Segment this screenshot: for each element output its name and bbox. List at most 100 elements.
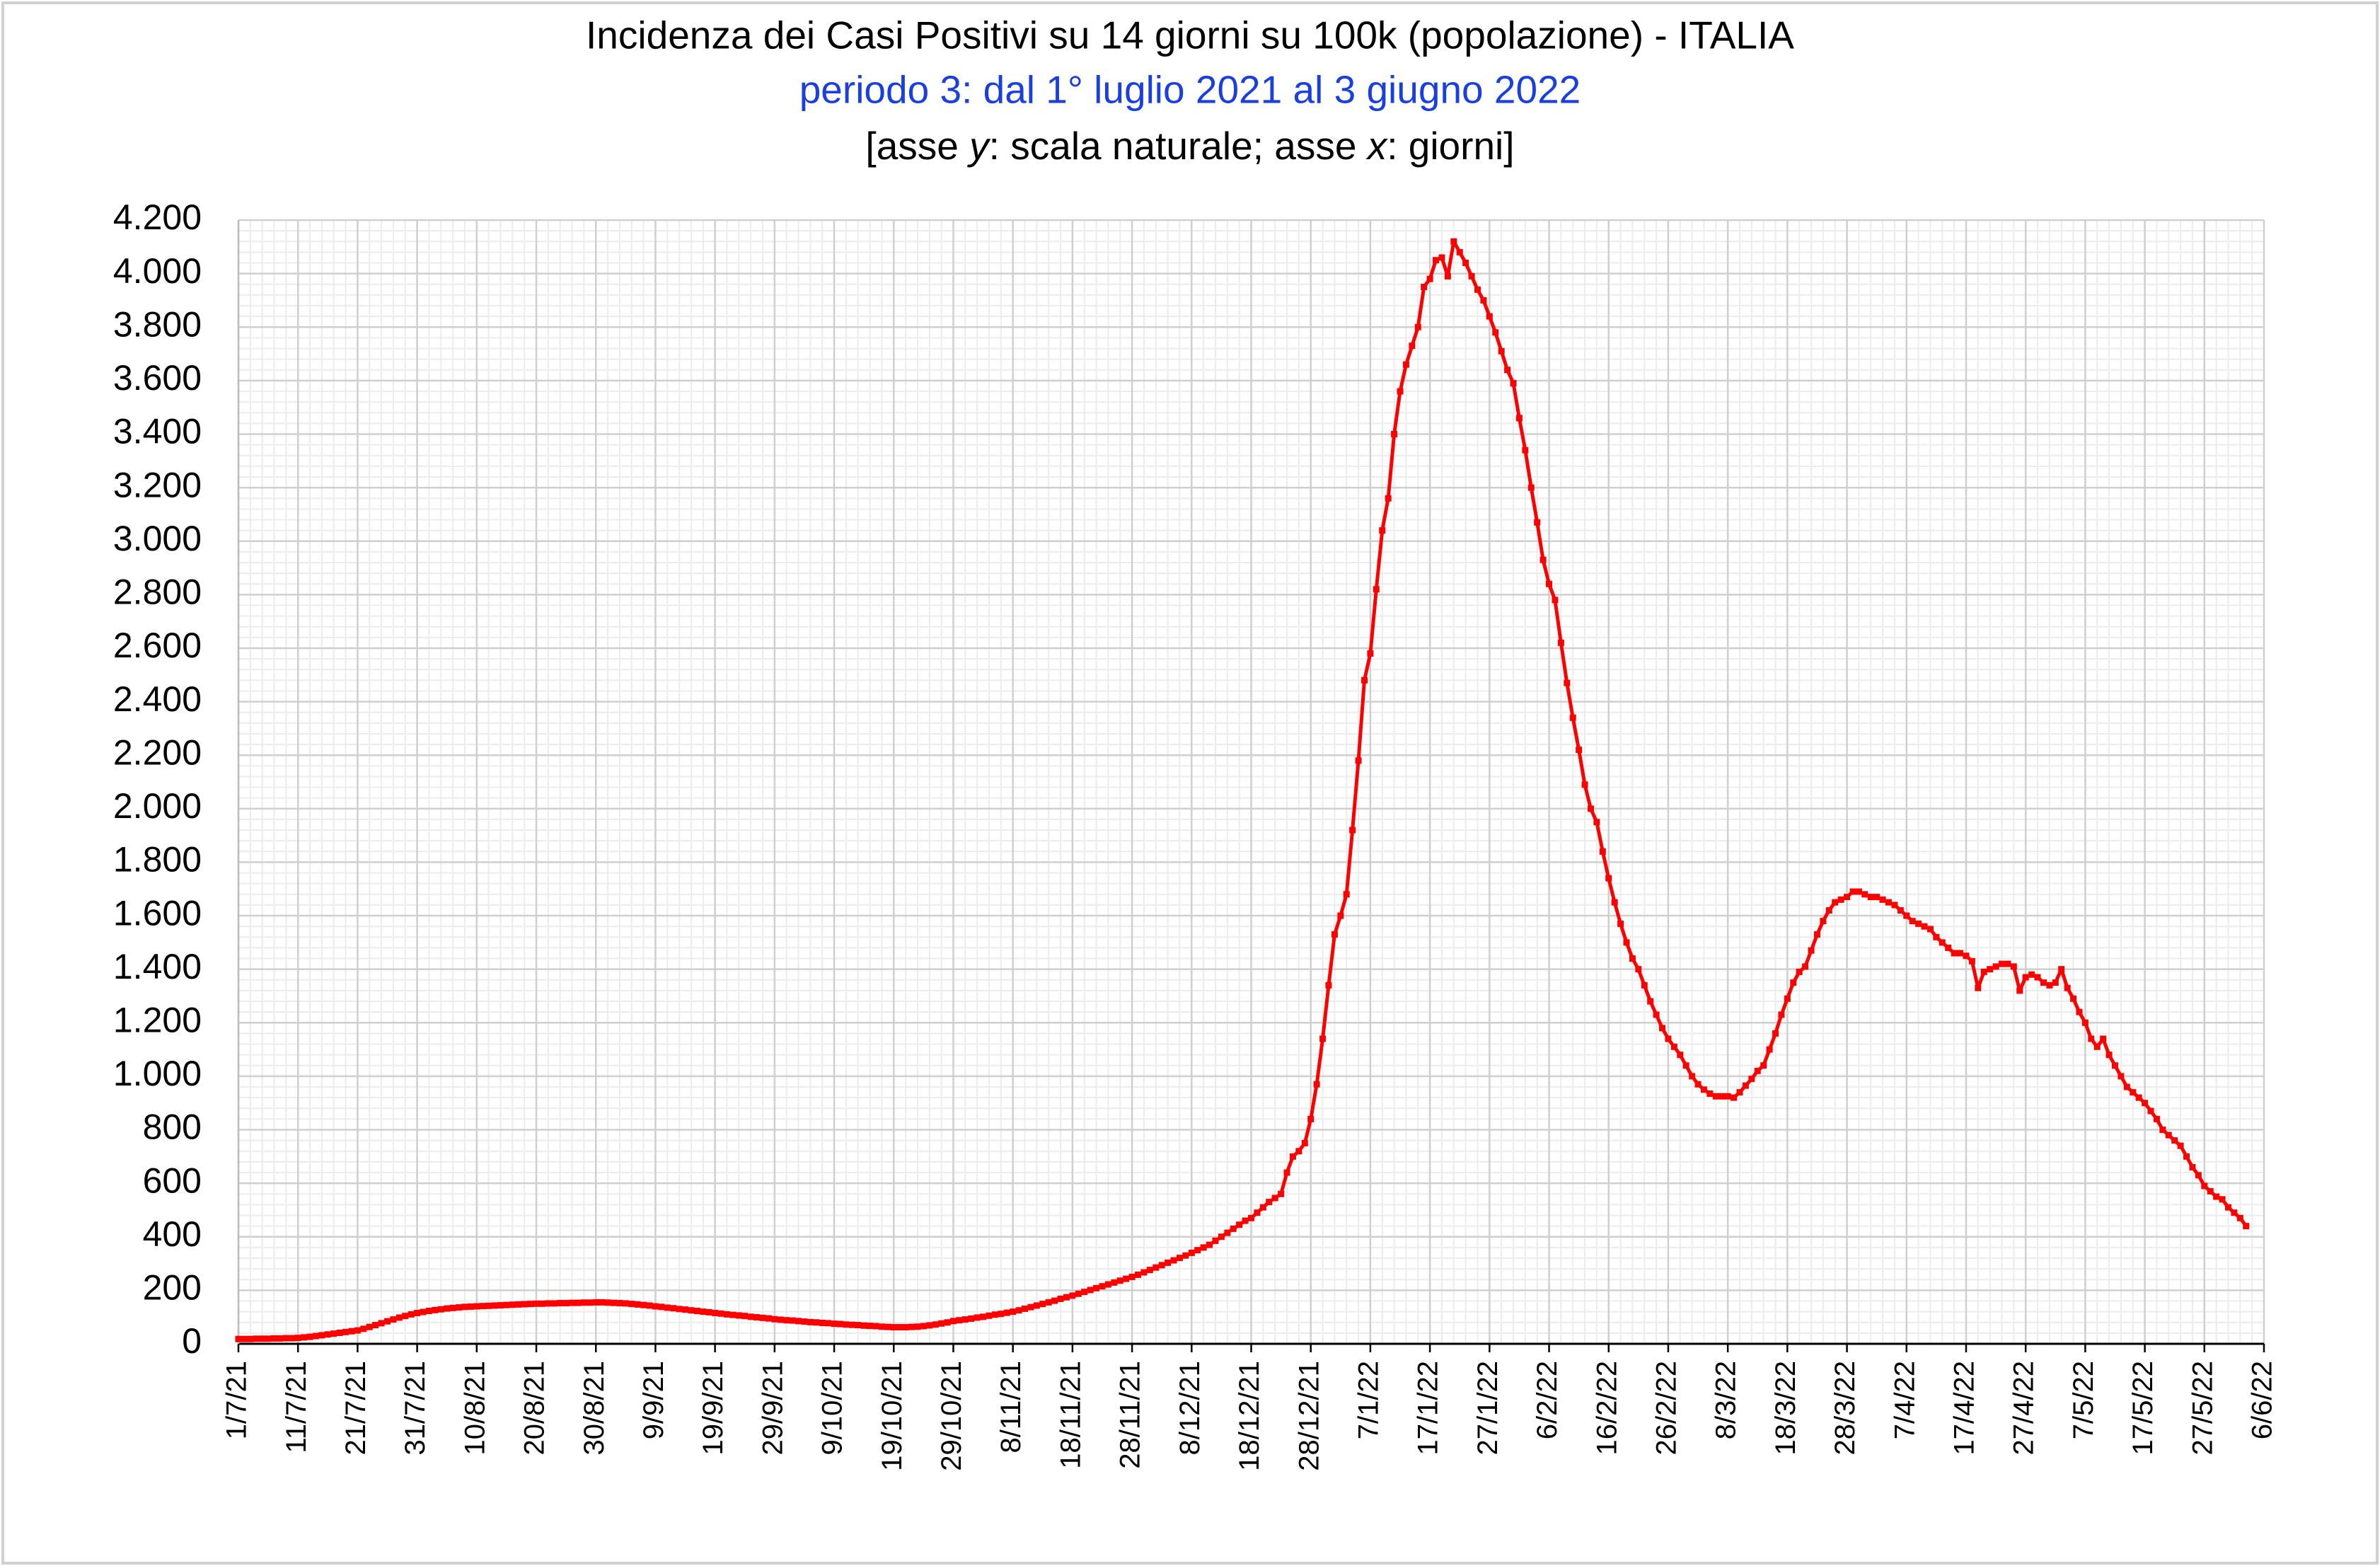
data-point bbox=[2195, 1172, 2202, 1179]
data-point bbox=[497, 1302, 504, 1309]
data-point bbox=[920, 1323, 927, 1330]
data-point bbox=[735, 1312, 742, 1319]
data-point bbox=[2040, 979, 2047, 986]
data-point bbox=[1706, 1090, 1714, 1097]
data-point bbox=[1665, 1035, 1672, 1042]
data-point bbox=[390, 1316, 397, 1323]
chart-subtitle: periodo 3: dal 1° luglio 2021 al 3 giugn… bbox=[799, 68, 1581, 112]
x-tick-label: 8/11/21 bbox=[995, 1361, 1027, 1453]
data-point bbox=[783, 1317, 790, 1324]
y-tick-label: 2.800 bbox=[113, 572, 202, 612]
data-point bbox=[545, 1300, 552, 1307]
data-point bbox=[1855, 888, 1862, 895]
data-point bbox=[1522, 447, 1529, 454]
x-tick-label: 17/1/22 bbox=[1413, 1361, 1444, 1455]
data-point bbox=[1343, 891, 1350, 898]
x-tick-label: 7/5/22 bbox=[2068, 1361, 2099, 1439]
y-tick-label: 4.000 bbox=[113, 251, 202, 291]
data-point bbox=[1248, 1214, 1254, 1221]
data-point bbox=[991, 1311, 998, 1318]
data-point bbox=[896, 1324, 903, 1331]
data-point bbox=[1325, 981, 1332, 989]
data-point bbox=[2076, 1008, 2083, 1015]
data-point bbox=[1337, 912, 1344, 919]
data-point bbox=[1421, 284, 1428, 291]
y-tick-label: 1.400 bbox=[113, 947, 202, 986]
data-point bbox=[712, 1310, 719, 1317]
data-point bbox=[813, 1319, 820, 1326]
data-point bbox=[1313, 1081, 1320, 1088]
x-tick-label: 28/3/22 bbox=[1830, 1361, 1861, 1455]
data-point bbox=[908, 1323, 915, 1330]
x-tick-label: 17/4/22 bbox=[1949, 1361, 1980, 1455]
data-point bbox=[795, 1318, 802, 1325]
data-point bbox=[1176, 1255, 1183, 1262]
data-point bbox=[253, 1335, 260, 1342]
data-point bbox=[1259, 1204, 1266, 1211]
data-point bbox=[1188, 1249, 1195, 1256]
data-point bbox=[2159, 1127, 2166, 1134]
data-point bbox=[2004, 960, 2011, 967]
data-point bbox=[1480, 296, 1487, 304]
data-point bbox=[348, 1328, 355, 1335]
x-tick-label: 19/10/21 bbox=[877, 1361, 908, 1471]
data-point bbox=[1022, 1305, 1029, 1312]
data-point bbox=[1766, 1046, 1773, 1053]
data-point bbox=[2130, 1089, 2137, 1096]
data-point bbox=[1182, 1252, 1189, 1259]
data-point bbox=[569, 1299, 576, 1306]
data-point bbox=[467, 1303, 474, 1310]
data-point bbox=[1629, 955, 1636, 962]
data-point bbox=[580, 1299, 587, 1306]
data-point bbox=[1748, 1076, 1755, 1083]
data-point bbox=[1051, 1297, 1058, 1304]
data-point bbox=[378, 1320, 385, 1327]
data-point bbox=[235, 1335, 242, 1342]
y-tick-label: 3.800 bbox=[113, 304, 202, 344]
data-point bbox=[2093, 1043, 2101, 1050]
y-tick-label: 200 bbox=[143, 1268, 202, 1308]
data-point bbox=[1897, 906, 1904, 914]
data-point bbox=[1319, 1035, 1327, 1042]
data-point bbox=[515, 1301, 522, 1308]
data-point bbox=[301, 1334, 308, 1341]
data-point bbox=[521, 1301, 528, 1308]
data-point bbox=[1414, 323, 1421, 330]
data-point bbox=[1552, 597, 1559, 604]
data-point bbox=[2022, 974, 2029, 981]
data-point bbox=[1926, 926, 1934, 933]
x-tick-label: 8/12/21 bbox=[1174, 1361, 1206, 1455]
data-point bbox=[1873, 894, 1881, 901]
data-point bbox=[980, 1313, 987, 1320]
x-tick-label: 18/11/21 bbox=[1055, 1361, 1086, 1469]
x-tick-label: 26/2/22 bbox=[1651, 1361, 1682, 1455]
data-point bbox=[2070, 995, 2077, 1002]
x-tick-label: 9/10/21 bbox=[817, 1361, 848, 1455]
data-point bbox=[717, 1310, 724, 1317]
data-point bbox=[1611, 899, 1618, 906]
data-point bbox=[836, 1320, 843, 1328]
data-point bbox=[342, 1328, 350, 1335]
data-point bbox=[1736, 1089, 1743, 1096]
data-point bbox=[682, 1306, 689, 1313]
data-point bbox=[1099, 1283, 1106, 1290]
data-point bbox=[986, 1312, 993, 1319]
data-point bbox=[2236, 1214, 2243, 1221]
note-part: x bbox=[1365, 124, 1389, 168]
data-point bbox=[509, 1301, 516, 1308]
data-point bbox=[1266, 1199, 1273, 1206]
data-point bbox=[1379, 527, 1386, 534]
data-point bbox=[926, 1322, 933, 1329]
data-point bbox=[1939, 939, 1946, 946]
y-tick-label: 400 bbox=[143, 1214, 202, 1254]
data-point bbox=[1153, 1264, 1160, 1271]
data-point bbox=[1832, 899, 1839, 906]
data-point bbox=[765, 1315, 772, 1322]
data-point bbox=[2088, 1035, 2095, 1042]
data-point bbox=[1003, 1309, 1010, 1316]
data-point bbox=[1790, 979, 1797, 986]
data-point bbox=[1039, 1301, 1046, 1308]
data-point bbox=[1116, 1277, 1123, 1284]
data-point bbox=[1254, 1209, 1261, 1216]
data-point bbox=[1069, 1292, 1076, 1299]
